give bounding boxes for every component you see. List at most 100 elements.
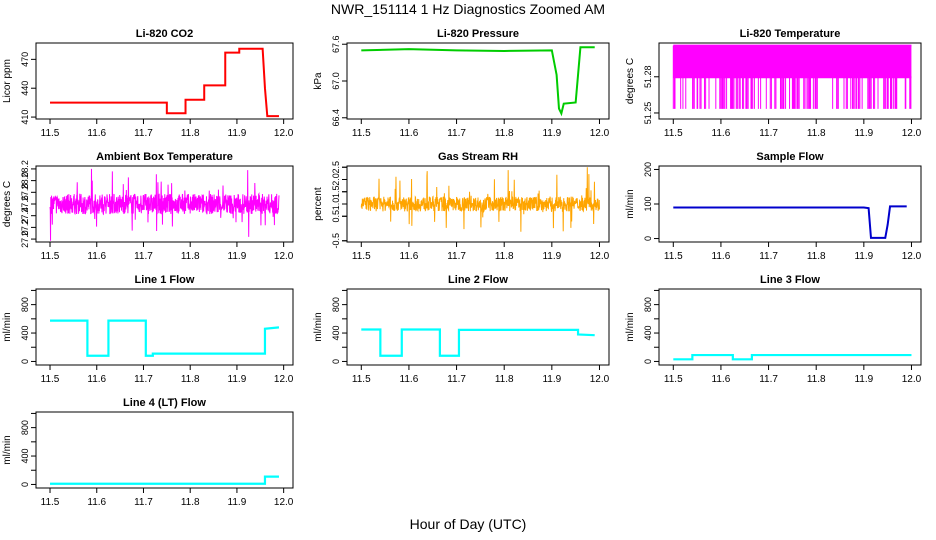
x-tick-label: 11.7 — [134, 374, 153, 385]
series-line — [361, 328, 595, 357]
x-tick-label: 11.5 — [41, 251, 60, 262]
y-axis-label: Licor ppm — [2, 59, 13, 103]
series-line — [360, 167, 600, 232]
panel-title: Line 4 (LT) Flow — [123, 397, 206, 409]
panel-2: Li-820 Pressure 11.5 11.6 11.7 11.8 11.9 12.0 6… — [313, 28, 610, 139]
y-tick-label: 100 — [643, 196, 653, 211]
y-tick-label: 400 — [20, 326, 30, 341]
y-axis-label: ml/min — [625, 312, 636, 341]
y-axis-label: kPa — [313, 72, 324, 90]
x-tick-label: 11.9 — [854, 251, 873, 262]
figure-title: NWR_151114 1 Hz Diagnostics Zoomed AM — [330, 1, 606, 17]
y-tick-label: 1.0 — [331, 198, 341, 211]
x-tick-label: 11.5 — [41, 497, 60, 508]
y-tick-label: 0 — [643, 359, 653, 364]
x-tick-label: 11.5 — [352, 128, 371, 139]
series-line — [673, 205, 907, 239]
y-tick-label: 200 — [643, 162, 653, 177]
x-tick-label: 11.5 — [41, 128, 60, 139]
panel-title: Li-820 Temperature — [740, 28, 841, 40]
y-tick-label: 27.2 — [20, 219, 30, 237]
panel-9: Line 3 Flow 11.5 11.6 11.7 11.8 11.9 12.0 0 400 8… — [625, 274, 922, 385]
y-tick-label: 2.0 — [331, 173, 341, 186]
x-tick-label: 11.6 — [87, 128, 106, 139]
x-axis-title: Hour of Day (UTC) — [409, 516, 527, 532]
x-tick-label: 11.5 — [41, 374, 60, 385]
x-tick-label: 11.8 — [181, 128, 200, 139]
y-tick-label: 27.6 — [20, 195, 30, 213]
plot-frame — [658, 42, 922, 120]
y-tick-label: 800 — [331, 297, 341, 312]
plot-frame — [346, 288, 610, 366]
x-tick-label: 11.7 — [759, 251, 778, 262]
panel-3: Li-820 Temperature 11.5 11.6 11.7 11.8 11.9 12… — [625, 28, 922, 139]
y-tick-label: 0 — [331, 359, 341, 364]
y-tick-label: 51.28 — [643, 66, 653, 89]
x-tick-label: 12.0 — [274, 128, 294, 139]
x-tick-label: 11.8 — [181, 497, 200, 508]
plot-frame — [35, 411, 294, 489]
plot-frame — [35, 288, 294, 366]
y-axis-label: degrees C — [625, 58, 636, 104]
x-tick-label: 11.8 — [495, 251, 514, 262]
x-tick-label: 11.7 — [134, 251, 153, 262]
y-axis-label: percent — [313, 187, 324, 221]
x-tick-label: 11.6 — [712, 374, 731, 385]
y-tick-label: 440 — [20, 81, 30, 96]
panel-5: Gas Stream RH 11.5 11.6 11.7 11.8 11.9 12.0 -0.… — [313, 151, 610, 262]
y-tick-label: 800 — [20, 420, 30, 435]
y-tick-label: 0 — [643, 236, 653, 241]
panel-4: Ambient Box Temperature 11.5 11.6 11.7 11.8 1… — [2, 151, 294, 262]
x-tick-label: 11.5 — [664, 251, 683, 262]
y-tick-label: 0.5 — [331, 210, 341, 223]
x-tick-label: 11.7 — [447, 128, 466, 139]
x-tick-label: 11.6 — [87, 497, 106, 508]
x-tick-label: 11.8 — [181, 251, 200, 262]
y-tick-label: 67.0 — [331, 72, 341, 90]
x-tick-label: 11.9 — [854, 128, 873, 139]
x-tick-label: 12.0 — [274, 251, 294, 262]
x-tick-label: 12.0 — [902, 251, 922, 262]
panel-title: Li-820 Pressure — [437, 28, 519, 40]
y-tick-label: 66.4 — [331, 109, 341, 127]
x-tick-label: 11.5 — [664, 128, 683, 139]
y-tick-label: 800 — [20, 297, 30, 312]
x-tick-label: 11.6 — [87, 251, 106, 262]
panel-8: Line 2 Flow 11.5 11.6 11.7 11.8 11.9 12.0 0 400 8… — [313, 274, 610, 385]
series-line — [50, 47, 279, 118]
y-tick-label: 400 — [331, 326, 341, 341]
y-axis-label: ml/min — [2, 435, 13, 464]
panel-title: Sample Flow — [756, 151, 824, 163]
y-tick-label: 0 — [20, 482, 30, 487]
y-axis-label: ml/min — [313, 312, 324, 341]
y-tick-label: 1.5 — [331, 185, 341, 198]
y-tick-label: 27.8 — [20, 184, 30, 202]
x-tick-label: 12.0 — [590, 251, 610, 262]
x-tick-label: 11.8 — [181, 374, 200, 385]
x-tick-label: 11.9 — [228, 128, 247, 139]
plot-frame — [658, 165, 922, 243]
x-tick-label: 11.9 — [228, 251, 247, 262]
x-tick-label: 11.6 — [712, 251, 731, 262]
x-tick-label: 11.9 — [542, 374, 561, 385]
y-tick-label: 400 — [643, 326, 653, 341]
panel-title: Line 2 Flow — [448, 274, 508, 286]
series-line — [49, 168, 280, 241]
panel-1: Li-820 CO2 11.5 11.6 11.7 11.8 11.9 12.0 410 440… — [2, 28, 294, 139]
x-tick-label: 11.8 — [495, 128, 514, 139]
panel-6: Sample Flow 11.5 11.6 11.7 11.8 11.9 12.0 0 100 2… — [625, 151, 922, 262]
panel-title: Line 3 Flow — [760, 274, 820, 286]
x-tick-label: 12.0 — [590, 128, 610, 139]
panel-7: Line 1 Flow 11.5 11.6 11.7 11.8 11.9 12.0 0 400 8… — [2, 274, 294, 385]
plot-frame — [346, 42, 610, 120]
panel-10: Line 4 (LT) Flow 11.5 11.6 11.7 11.8 11.9 12.0… — [2, 397, 294, 508]
y-tick-label: -0.5 — [331, 233, 341, 249]
x-tick-label: 11.8 — [807, 374, 826, 385]
y-tick-label: 51.25 — [643, 102, 653, 125]
y-axis-label: degrees C — [2, 181, 13, 227]
series-line — [50, 319, 280, 357]
y-axis-label: ml/min — [625, 189, 636, 218]
x-tick-label: 11.5 — [664, 374, 683, 385]
plot-frame — [35, 42, 294, 120]
